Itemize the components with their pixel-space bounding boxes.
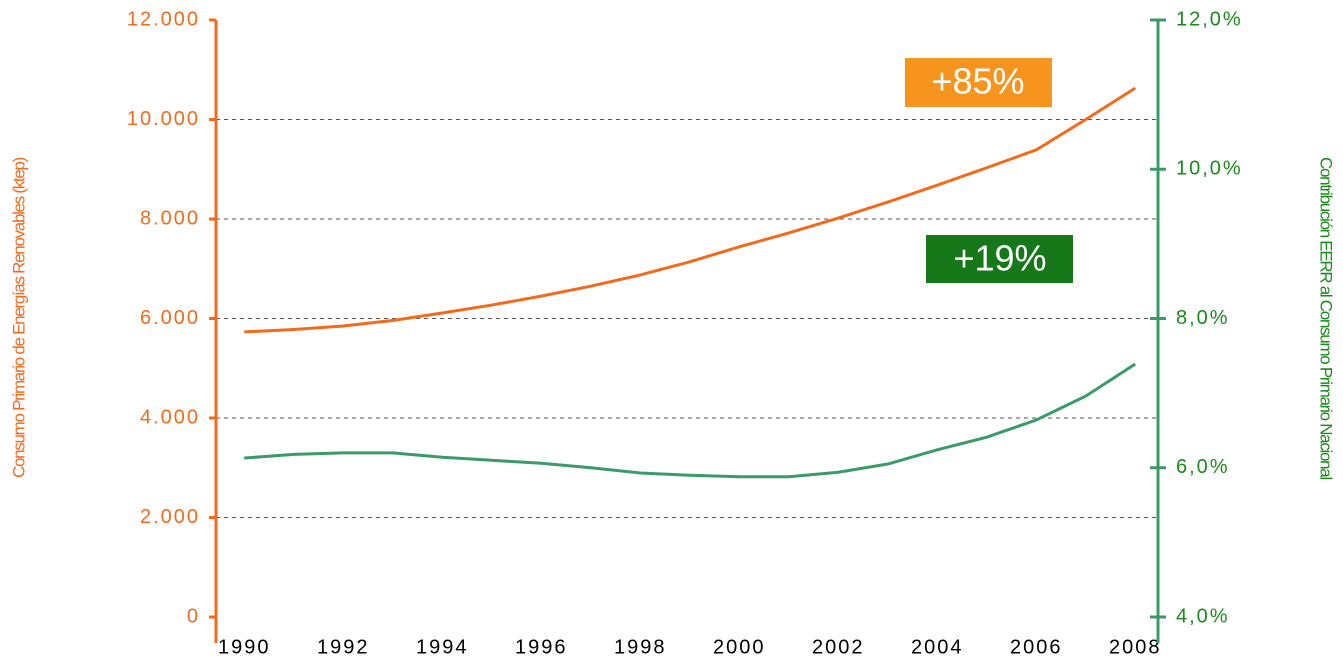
x-tick-label: 2002: [812, 636, 865, 658]
y2-tick-label: 10,0%: [1176, 158, 1243, 180]
y-tick-label: 10.000: [127, 108, 200, 130]
series-line: [244, 362, 1137, 479]
x-tick-label: 1998: [614, 636, 667, 658]
x-tick-label: 1990: [218, 636, 271, 658]
y-tick-label: 4.000: [140, 406, 200, 428]
y-tick-label: 6.000: [140, 307, 200, 329]
annotation-box: [905, 58, 1052, 107]
y2-tick-label: 6,0%: [1176, 456, 1230, 478]
x-tick-label: 2006: [1010, 636, 1063, 658]
x-tick-label: 2000: [713, 636, 766, 658]
x-tick-label: 1992: [317, 636, 370, 658]
y-tick-label: 0: [187, 605, 200, 627]
annotation: +85%: [931, 61, 1024, 102]
x-tick-label: 2008: [1109, 636, 1162, 658]
y-tick-label: 12.000: [127, 8, 200, 30]
y-tick-label: 2.000: [140, 506, 200, 528]
y2-tick-label: 8,0%: [1176, 307, 1230, 329]
x-tick-label: 1994: [416, 636, 469, 658]
annotation: +19%: [953, 238, 1046, 279]
x-tick-label: 2004: [911, 636, 964, 658]
y2-tick-label: 12,0%: [1176, 8, 1243, 30]
y-axis-label: Consumo Primario de Energías Renovables …: [9, 157, 28, 478]
series-line: [244, 86, 1137, 334]
annotation-box: [926, 235, 1073, 283]
x-tick-label: 1996: [515, 636, 568, 658]
y-tick-label: 8.000: [140, 207, 200, 229]
y2-tick-label: 4,0%: [1176, 605, 1230, 627]
y2-axis-label: Contribución EERR al Consumo Primario Na…: [1317, 157, 1336, 479]
